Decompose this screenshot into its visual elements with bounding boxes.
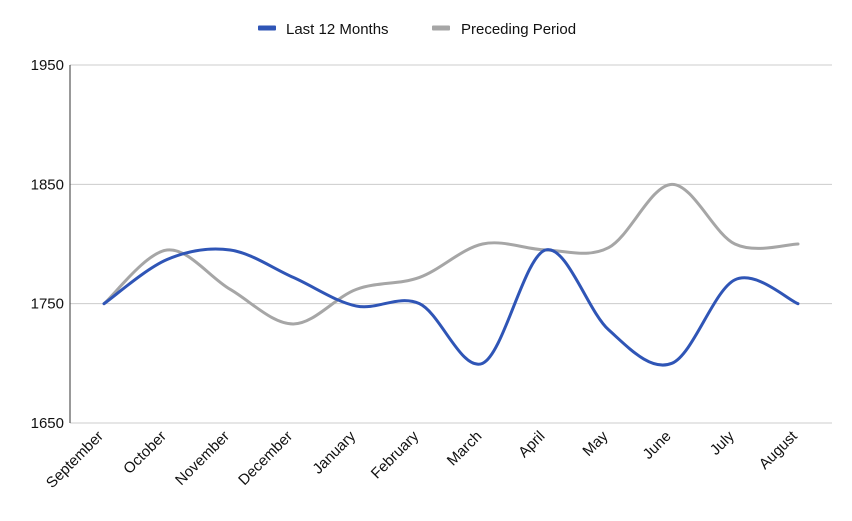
legend[interactable]: Last 12 Months Preceding Period xyxy=(258,21,576,38)
x-tick-label: August xyxy=(756,427,802,473)
y-tick-label: 1950 xyxy=(31,57,64,74)
y-tick-label: 1750 xyxy=(31,296,64,313)
series-line-last-12-months xyxy=(102,247,800,367)
x-tick-label: September xyxy=(43,428,107,492)
x-tick-label: July xyxy=(707,427,738,458)
x-tick-label: March xyxy=(444,428,485,469)
x-tick-label: May xyxy=(579,427,611,459)
legend-swatch xyxy=(432,25,450,31)
x-tick-label: April xyxy=(515,428,548,461)
legend-item-preceding-period[interactable]: Preceding Period xyxy=(432,21,576,38)
legend-label: Last 12 Months xyxy=(286,21,389,38)
x-tick-label: February xyxy=(368,427,423,482)
x-tick-label: November xyxy=(172,428,233,489)
series-line-preceding-period xyxy=(102,182,800,326)
axis-layer: 1650 1750 1850 1950 September October November… xyxy=(31,57,802,492)
x-tick-label: June xyxy=(640,428,675,463)
legend-item-last-12-months[interactable]: Last 12 Months xyxy=(258,21,389,38)
x-tick-label: January xyxy=(309,427,359,477)
series-layer xyxy=(102,182,800,367)
legend-swatch xyxy=(258,25,276,31)
x-tick-label: October xyxy=(120,428,170,478)
x-tick-label: December xyxy=(235,428,296,489)
grid-layer xyxy=(70,64,832,424)
y-tick-label: 1850 xyxy=(31,176,64,193)
legend-label: Preceding Period xyxy=(461,21,576,38)
y-tick-label: 1650 xyxy=(31,415,64,432)
